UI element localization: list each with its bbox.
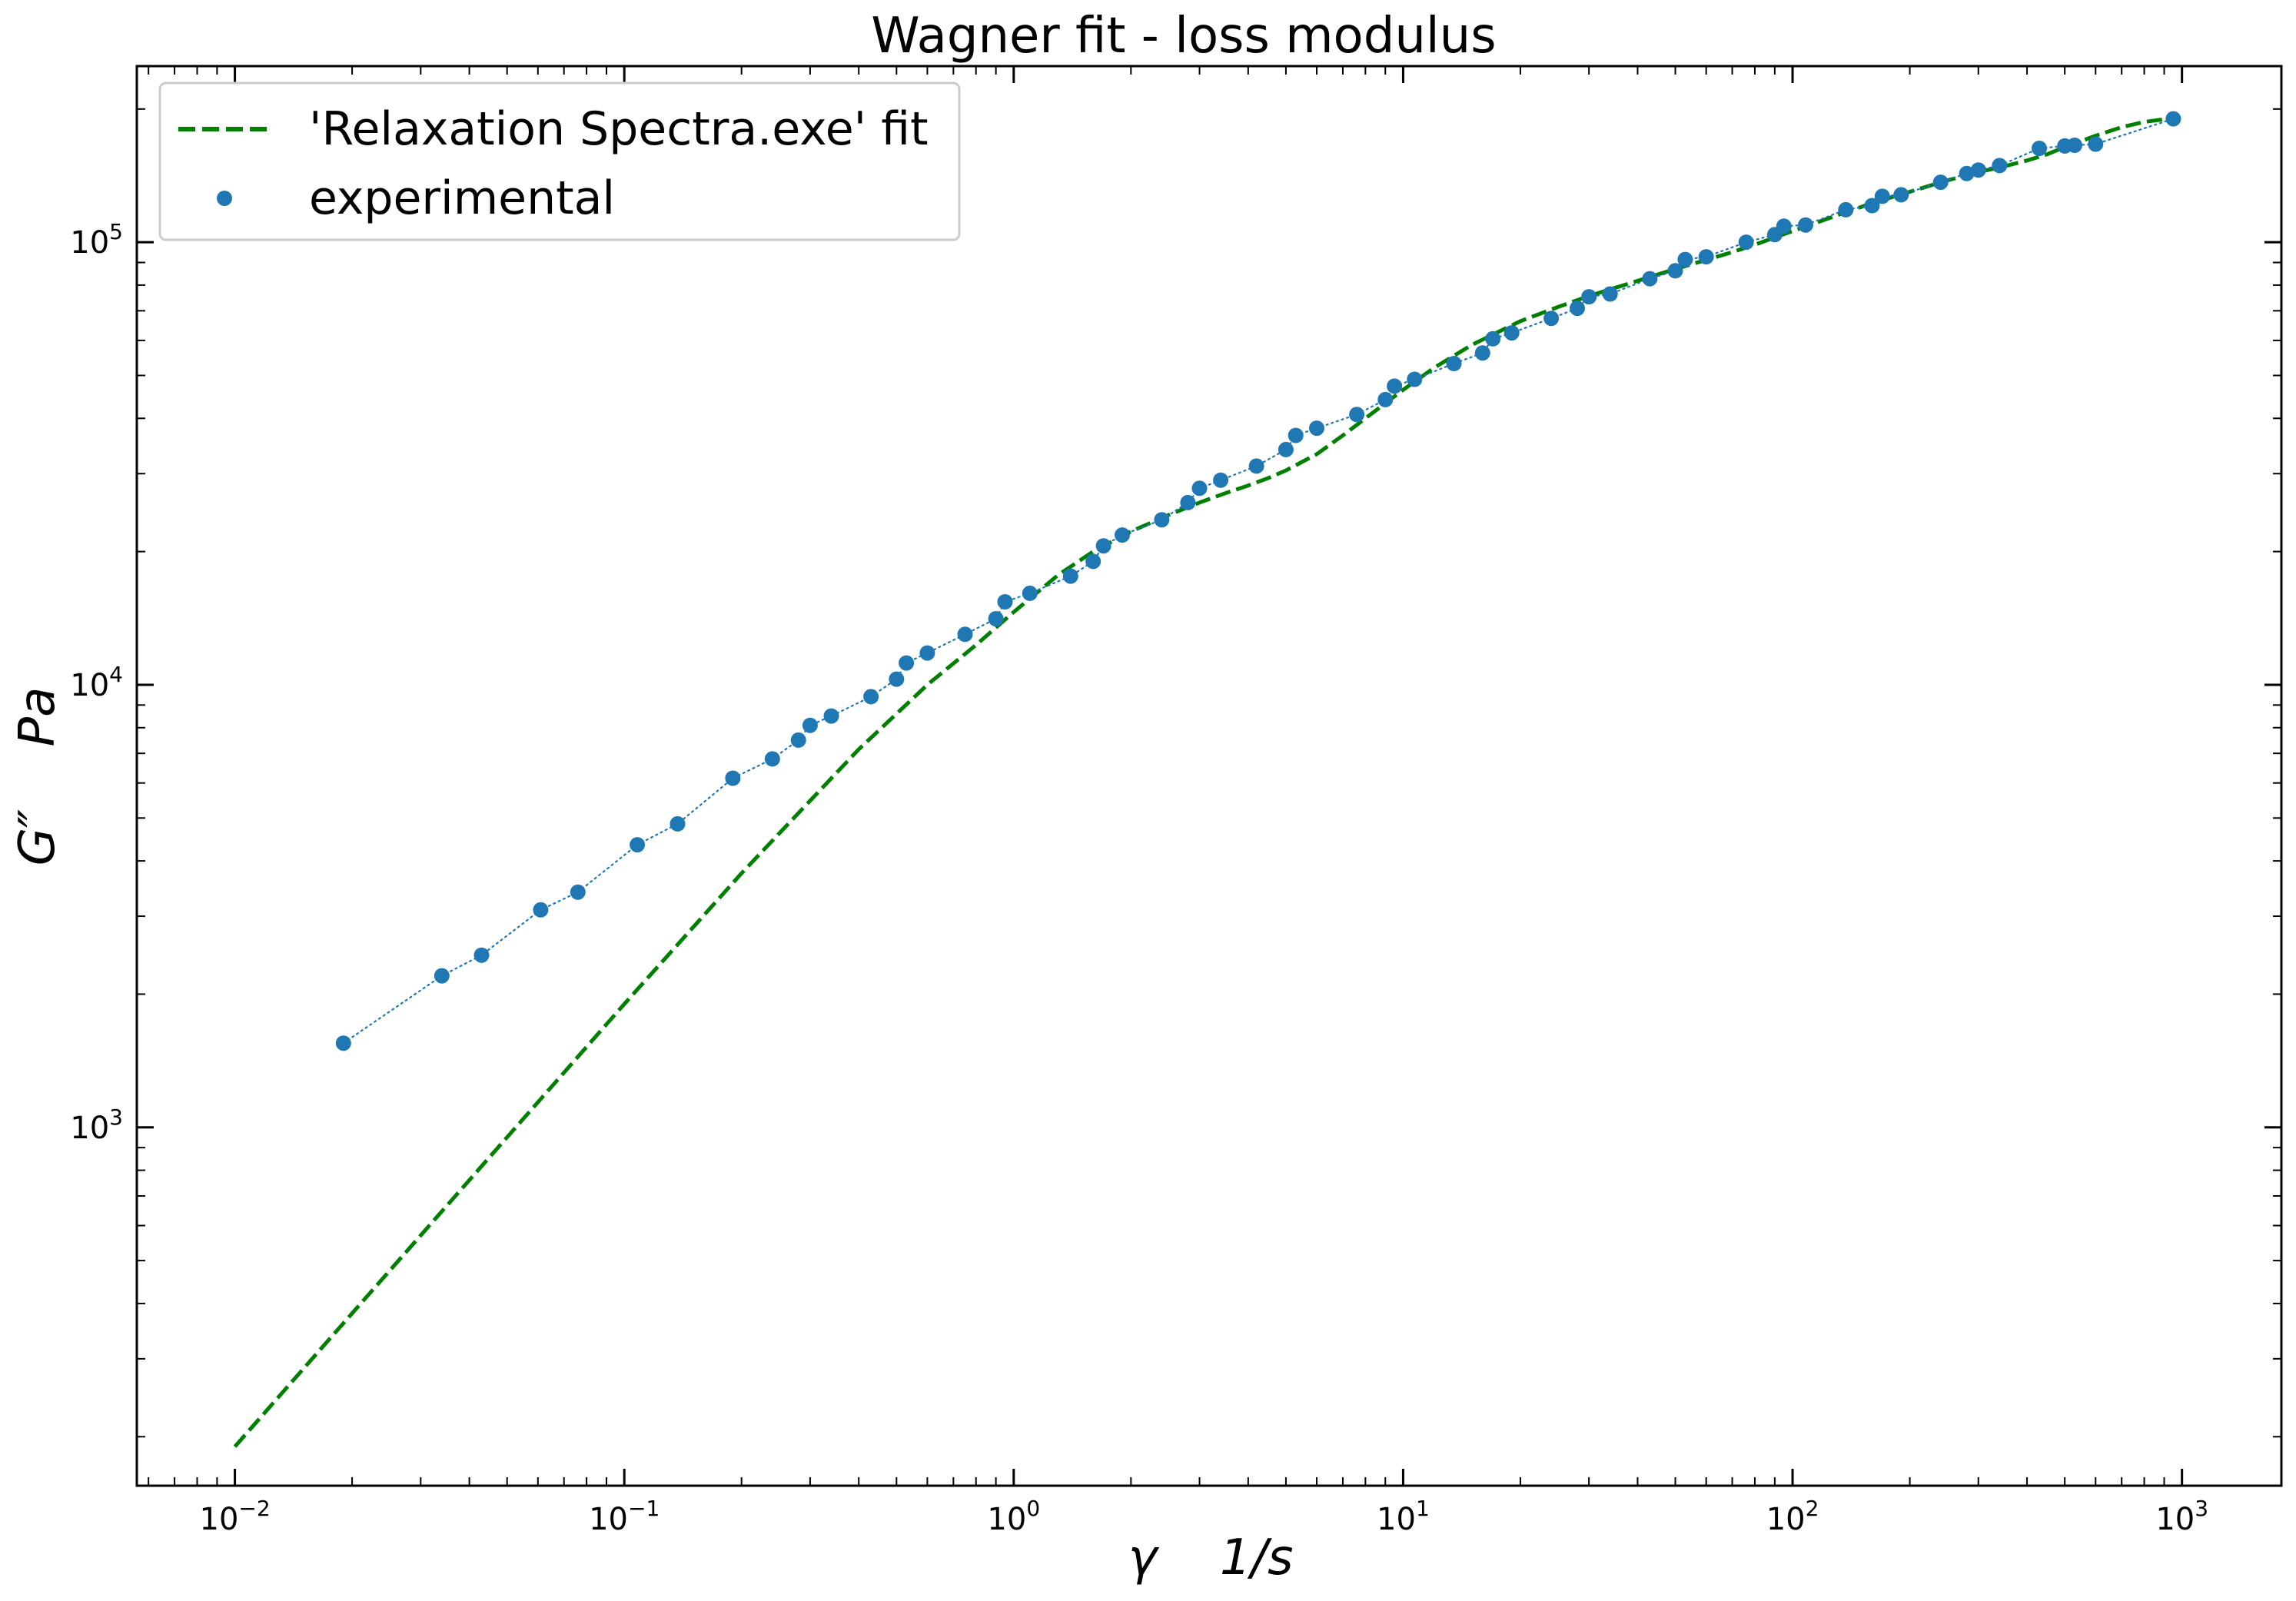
x-tick-label: 102 [1766,1496,1819,1537]
experimental-point [1191,480,1208,497]
experimental-point [1602,286,1618,302]
experimental-point [2165,111,2181,127]
experimental-point [1667,263,1683,279]
experimental-point [1446,356,1462,371]
experimental-point [997,594,1013,610]
experimental-point [1407,371,1423,387]
experimental-point [1970,162,1986,178]
x-tick-label: 10−2 [200,1496,271,1537]
experimental-point [1874,188,1890,204]
y-axis-label: G″ Pa [9,687,66,866]
experimental-point [1677,251,1693,267]
experimental-point [670,815,686,832]
experimental-point [1474,345,1490,361]
experimental-point [1180,494,1196,510]
experimental-point [1959,165,1975,181]
x-tick-label: 101 [1377,1496,1430,1537]
experimental-point [1864,198,1880,214]
experimental-point [1485,330,1501,347]
chart-title: Wagner fit - loss modulus [871,8,1496,65]
experimental-point [1154,512,1170,528]
experimental-point [1776,218,1792,234]
experimental-point [1698,249,1714,265]
experimental-point [899,655,915,671]
experimental-point [1288,427,1304,443]
y-tick-label: 103 [70,1104,123,1146]
experimental-point [434,968,450,984]
experimental-point [1893,187,1909,203]
experimental-point [1992,158,2008,174]
experimental-point [1570,301,1585,317]
y-tick-label: 104 [70,662,123,703]
experimental-point [790,732,806,748]
x-tick-label: 103 [2155,1496,2208,1537]
experimental-point [533,902,549,918]
experimental-point [1022,585,1038,601]
experimental-point [1838,201,1854,218]
x-tick-label: 10−1 [589,1496,660,1537]
experimental-point [823,708,839,724]
experimental-point [725,770,741,786]
experimental-point [1387,378,1403,394]
experimental-point [889,671,905,687]
experimental-point [1248,458,1264,474]
experimental-point [1798,217,1813,233]
experimental-point [1085,553,1101,570]
experimental-point [919,645,935,661]
experimental-point [473,947,490,963]
experimental-point [335,1035,351,1051]
experimental-point [1543,311,1560,327]
experimental-point [802,717,818,733]
experimental-point [1738,234,1754,251]
experimental-point [1932,174,1949,191]
y-tick-label: 105 [70,219,123,261]
experimental-point [1095,538,1111,554]
x-axis-label: γ 1/s [1128,1530,1294,1586]
experimental-point [1581,289,1597,305]
experimental-point [1377,391,1394,407]
experimental-point [570,884,586,900]
legend: 'Relaxation Spectra.exe' fit experimenta… [158,81,961,241]
experimental-point [988,611,1004,626]
experimental-point [1349,407,1365,423]
legend-box [158,81,961,241]
experimental-point [957,626,973,643]
experimental-point [2067,138,2082,153]
experimental-point [2088,136,2104,152]
legend-experimental-label: experimental [309,171,615,225]
experimental-point [1278,441,1294,457]
experimental-point [764,751,780,767]
experimental-point [2032,141,2047,156]
experimental-point [1642,271,1658,287]
experimental-point [630,837,646,853]
plot-frame [135,65,2283,1487]
x-tick-label: 100 [987,1496,1040,1537]
experimental-point [1115,527,1130,543]
experimental-point [1213,472,1229,488]
legend-experimental-marker [217,191,232,206]
experimental-point [863,689,879,705]
experimental-point [1062,568,1078,584]
legend-fit-label: 'Relaxation Spectra.exe' fit [309,102,929,156]
experimental-point [1309,420,1324,437]
experimental-point [1504,325,1520,341]
